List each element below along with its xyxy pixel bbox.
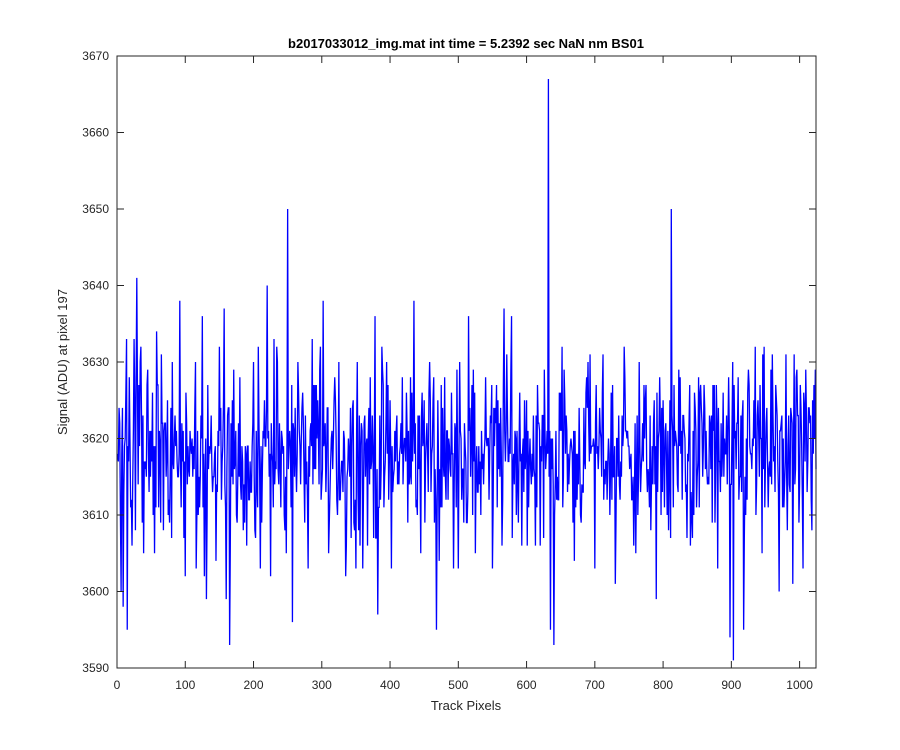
x-tick-label: 600 bbox=[517, 678, 537, 692]
x-tick-label: 1000 bbox=[786, 678, 813, 692]
y-axis: 3590 3600 3610 3620 3630 3640 3650 3660 3670 bbox=[82, 49, 816, 675]
x-tick-label: 500 bbox=[448, 678, 468, 692]
y-tick-label: 3600 bbox=[82, 585, 109, 599]
x-tick-label: 800 bbox=[653, 678, 673, 692]
y-tick-label: 3650 bbox=[82, 202, 109, 216]
x-tick-label: 200 bbox=[244, 678, 264, 692]
axes-background bbox=[117, 56, 816, 668]
plot-area bbox=[117, 78, 817, 661]
y-tick-label: 3610 bbox=[82, 508, 109, 522]
y-axis-label: Signal (ADU) at pixel 197 bbox=[55, 289, 70, 435]
x-axis: 0 100 200 300 400 500 600 700 800 900 1000 bbox=[114, 56, 813, 692]
x-tick-label: 0 bbox=[114, 678, 121, 692]
x-tick-label: 700 bbox=[585, 678, 605, 692]
y-tick-label: 3620 bbox=[82, 432, 109, 446]
chart-title: b2017033012_img.mat int time = 5.2392 se… bbox=[288, 36, 644, 51]
signal-series-line bbox=[117, 78, 817, 661]
x-tick-label: 300 bbox=[312, 678, 332, 692]
y-tick-label: 3670 bbox=[82, 49, 109, 63]
y-tick-label: 3640 bbox=[82, 279, 109, 293]
y-tick-label: 3630 bbox=[82, 355, 109, 369]
x-tick-label: 900 bbox=[721, 678, 741, 692]
y-tick-label: 3590 bbox=[82, 661, 109, 675]
y-tick-label: 3660 bbox=[82, 126, 109, 140]
x-tick-label: 400 bbox=[380, 678, 400, 692]
x-axis-label: Track Pixels bbox=[431, 698, 502, 713]
x-tick-label: 100 bbox=[175, 678, 195, 692]
